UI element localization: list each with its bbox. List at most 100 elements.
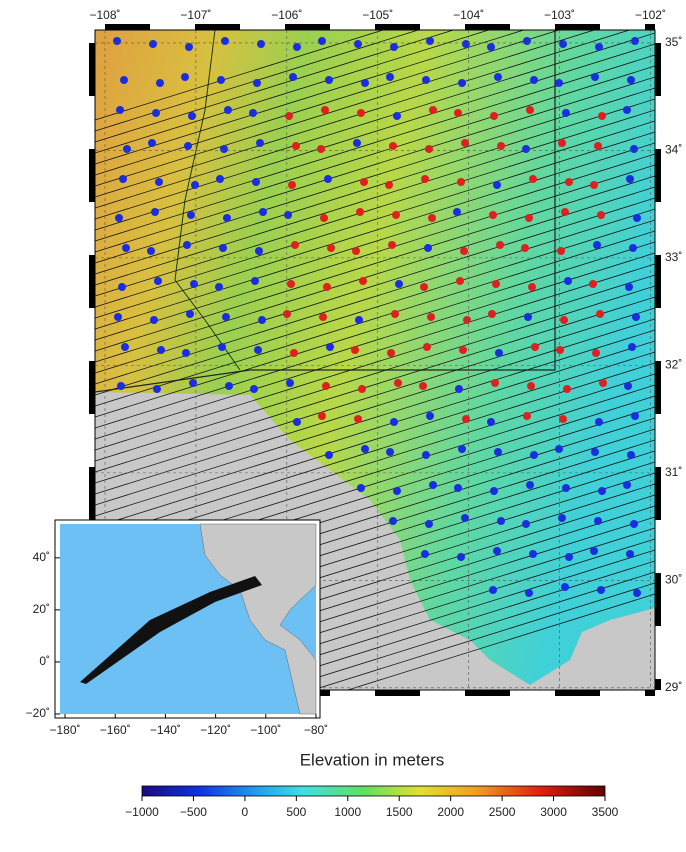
station [393, 487, 401, 495]
colorbar-tick-label: 2000 [437, 805, 464, 819]
station [596, 310, 604, 318]
station [355, 316, 363, 324]
station [421, 550, 429, 558]
station [322, 382, 330, 390]
station [291, 241, 299, 249]
station [326, 343, 334, 351]
station [457, 553, 465, 561]
station [454, 109, 462, 117]
station [221, 37, 229, 45]
station [460, 247, 468, 255]
station [186, 310, 194, 318]
station [390, 418, 398, 426]
station [395, 280, 403, 288]
colorbar-tick-label: −500 [180, 805, 207, 819]
station [217, 76, 225, 84]
station [627, 451, 635, 459]
station [191, 181, 199, 189]
station [390, 43, 398, 51]
station [285, 112, 293, 120]
station [319, 313, 327, 321]
station [592, 349, 600, 357]
station [182, 349, 190, 357]
station [148, 139, 156, 147]
station [494, 73, 502, 81]
station [324, 175, 332, 183]
station [529, 175, 537, 183]
station [386, 73, 394, 81]
x-tick-label: −103˚ [544, 8, 575, 22]
station [490, 112, 498, 120]
station [489, 211, 497, 219]
station [361, 445, 369, 453]
station [357, 484, 365, 492]
station [388, 241, 396, 249]
station [531, 343, 539, 351]
station [495, 349, 503, 357]
colorbar: Elevation in meters −1000−50005001000150… [125, 750, 619, 819]
station [389, 142, 397, 150]
station [121, 343, 129, 351]
station [558, 514, 566, 522]
station [151, 208, 159, 216]
station [525, 214, 533, 222]
station [633, 589, 641, 597]
station [225, 382, 233, 390]
station [183, 241, 191, 249]
station [425, 520, 433, 528]
station [456, 277, 464, 285]
station [254, 346, 262, 354]
colorbar-tick-label: 2500 [489, 805, 516, 819]
station [559, 40, 567, 48]
station [624, 382, 632, 390]
station [494, 448, 502, 456]
station [490, 487, 498, 495]
station [527, 382, 535, 390]
x-tick-label: −105˚ [362, 8, 393, 22]
station [386, 448, 394, 456]
station [491, 379, 499, 387]
station [522, 520, 530, 528]
x-tick-label: −80˚ [304, 723, 328, 737]
station [565, 178, 573, 186]
station [429, 481, 437, 489]
station [555, 445, 563, 453]
station [526, 481, 534, 489]
x-tick-label: −104˚ [453, 8, 484, 22]
station [360, 178, 368, 186]
station [215, 283, 223, 291]
station [391, 310, 399, 318]
y-tick-label: −20˚ [26, 706, 50, 720]
colorbar-tick-label: 500 [286, 805, 306, 819]
station [152, 109, 160, 117]
station [497, 517, 505, 525]
station [625, 283, 633, 291]
station [327, 244, 335, 252]
station [323, 283, 331, 291]
station [560, 316, 568, 324]
station [597, 211, 605, 219]
x-tick-label: −180˚ [50, 723, 81, 737]
station [320, 214, 328, 222]
station [630, 145, 638, 153]
station [632, 313, 640, 321]
station [116, 106, 124, 114]
station [523, 412, 531, 420]
y-tick-label: 32˚ [665, 358, 682, 372]
station [593, 241, 601, 249]
station [455, 385, 463, 393]
station [526, 106, 534, 114]
station [190, 280, 198, 288]
station [555, 79, 563, 87]
station [626, 550, 634, 558]
station [458, 79, 466, 87]
y-tick-label: 20˚ [33, 602, 50, 616]
station [354, 40, 362, 48]
station [251, 277, 259, 285]
station [594, 517, 602, 525]
station [184, 142, 192, 150]
station [423, 343, 431, 351]
station [114, 313, 122, 321]
station [591, 73, 599, 81]
y-tick-label: 0˚ [39, 654, 50, 668]
